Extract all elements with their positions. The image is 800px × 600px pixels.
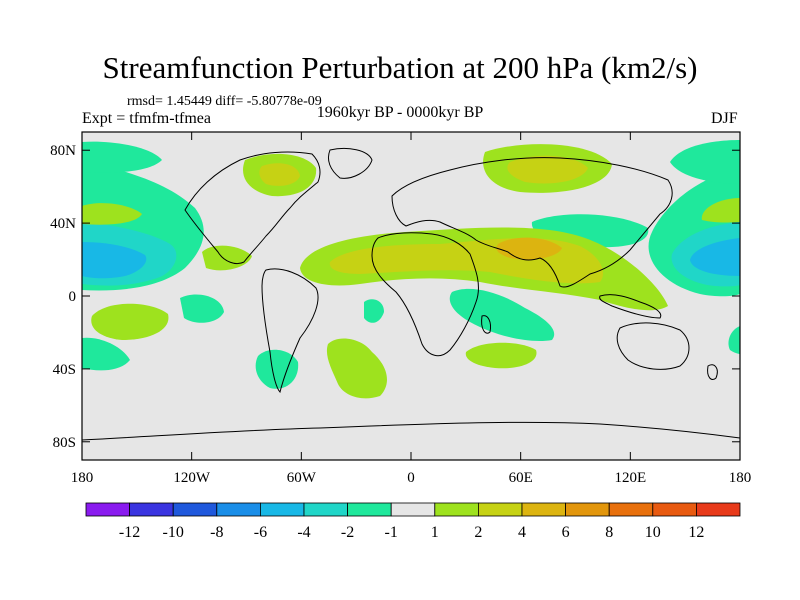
coastline-north-america [184,151,321,265]
x-tick-label: 180 [71,470,94,486]
coastline-new-zealand [707,364,718,380]
colorbar-swatch [129,502,174,517]
coastline-greenland [327,147,373,179]
colorbar-label: 2 [474,524,482,541]
colorbar-swatch [565,502,610,517]
colorbar-swatch [259,502,305,517]
colorbar-swatch [216,502,261,517]
contour-fill-s-pacific-high [91,303,169,340]
colorbar-label: -8 [210,524,223,541]
x-tick-label: 120W [173,470,211,486]
colorbar-label: 1 [431,524,439,541]
contour-field [82,140,740,399]
colorbar-label: 6 [562,524,570,541]
stats-label: rmsd= 1.45449 diff= -5.80778e-09 [127,94,322,109]
colorbar-swatch [434,502,479,517]
coastline-africa [371,232,479,357]
colorbar-swatch [347,502,392,517]
colorbar-label: 10 [645,524,661,541]
x-tick-label: 180 [729,470,752,486]
contour-fill-s-africa-high [465,342,537,369]
contour-fill-arctic-left [82,141,162,173]
coastline-indonesia [599,294,662,319]
contour-fill-npac-right-pos [701,198,740,223]
contour-fill-s-atlantic-high [326,338,387,399]
contour-fill-middle-east-max [496,237,562,260]
y-tick-label: 80N [50,143,76,159]
coastline-europe-asia [391,157,673,288]
coastline-antarctica [82,421,740,441]
contour-fill-namerica-core [259,163,300,186]
contour-fill-s-pacific-neg-west [82,337,130,371]
contour-fill-npac-right-core [690,238,740,276]
axis-ticks: 180 120W 60W 0 60E 120E 180 80N 40N 0 40S 80S [50,132,751,486]
contour-fill-npac-left-core [82,242,147,279]
colorbar-label: -10 [163,524,184,541]
colorbar-label: -6 [254,524,267,541]
colorbar-swatch [390,502,436,517]
colorbar-label: -2 [341,524,354,541]
colorbar-label: -1 [385,524,398,541]
x-tick-label: 0 [407,470,415,486]
contour-fill-central-america [202,245,252,271]
colorbar: -12 -10 -8 -6 -4 -2 -1 1 2 4 6 8 10 12 [85,502,741,541]
contour-fill-s-pacific-neg-mid [180,294,224,323]
period-label: 1960kyr BP - 0000kyr BP [316,104,484,121]
colorbar-label: 12 [688,524,704,541]
colorbar-label: -12 [119,524,140,541]
contour-fill-siberia-core [507,155,588,184]
experiment-label: Expt = tfmfm-tfmea [82,110,211,127]
colorbar-swatch [477,502,523,517]
chart-title: Streamfunction Perturbation at 200 hPa (… [102,50,698,85]
colorbar-swatch [608,502,654,517]
season-label: DJF [711,110,738,127]
colorbar-swatch [172,502,218,517]
y-tick-label: 40S [53,362,76,378]
contour-fill-arctic-right [670,140,740,184]
colorbar-label: 8 [605,524,613,541]
y-tick-label: 40N [50,216,76,232]
colorbar-label: -4 [297,524,310,541]
contour-fill-s-america-neg [255,349,299,389]
x-tick-label: 60E [509,470,533,486]
contour-fill-npac-left-pos [82,203,142,225]
colorbar-swatch [696,502,741,517]
coastline-madagascar [481,315,491,334]
colorbar-swatch [85,502,130,517]
y-tick-label: 80S [53,435,76,451]
y-tick-label: 0 [69,289,77,305]
contour-fill-s-atlantic-neg [364,299,384,323]
x-tick-label: 60W [287,470,317,486]
colorbar-swatch [652,502,697,517]
coastline-south-america [261,268,319,393]
coastlines [82,147,740,441]
colorbar-swatch [303,502,348,517]
x-tick-label: 120E [614,470,646,486]
contour-fill-s-pacific-neg-east [728,326,740,354]
coastline-australia [616,322,690,370]
colorbar-swatch [521,502,566,517]
colorbar-label: 4 [518,524,526,541]
